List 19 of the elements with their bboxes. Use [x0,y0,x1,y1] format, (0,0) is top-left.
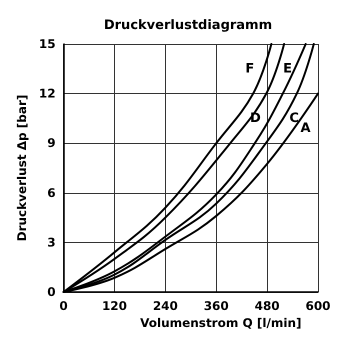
x-tick-label: 480 [254,299,280,313]
series-label: A [300,121,311,136]
y-tick-label: 15 [38,37,56,51]
y-tick-label: 0 [47,285,56,299]
y-tick-label: 9 [47,136,56,150]
x-tick-label: 360 [204,299,229,313]
series-label: E [283,61,292,76]
y-axis-title: Druckverlust Δp [bar] [15,94,29,242]
x-tick-label: 600 [305,299,331,313]
x-tick-label: 240 [152,299,178,313]
y-tick-label: 3 [47,235,56,250]
x-tick-label: 120 [102,299,128,313]
series-label: C [289,110,299,126]
x-axis-title: Volumenstrom Q [l/min] [140,316,302,330]
y-tick-label: 6 [47,186,56,200]
x-tick-label: 0 [59,299,68,313]
chart-title: Druckverlustdiagramm [104,18,272,33]
y-tick-label: 12 [38,86,56,101]
series-label: F [245,61,254,76]
